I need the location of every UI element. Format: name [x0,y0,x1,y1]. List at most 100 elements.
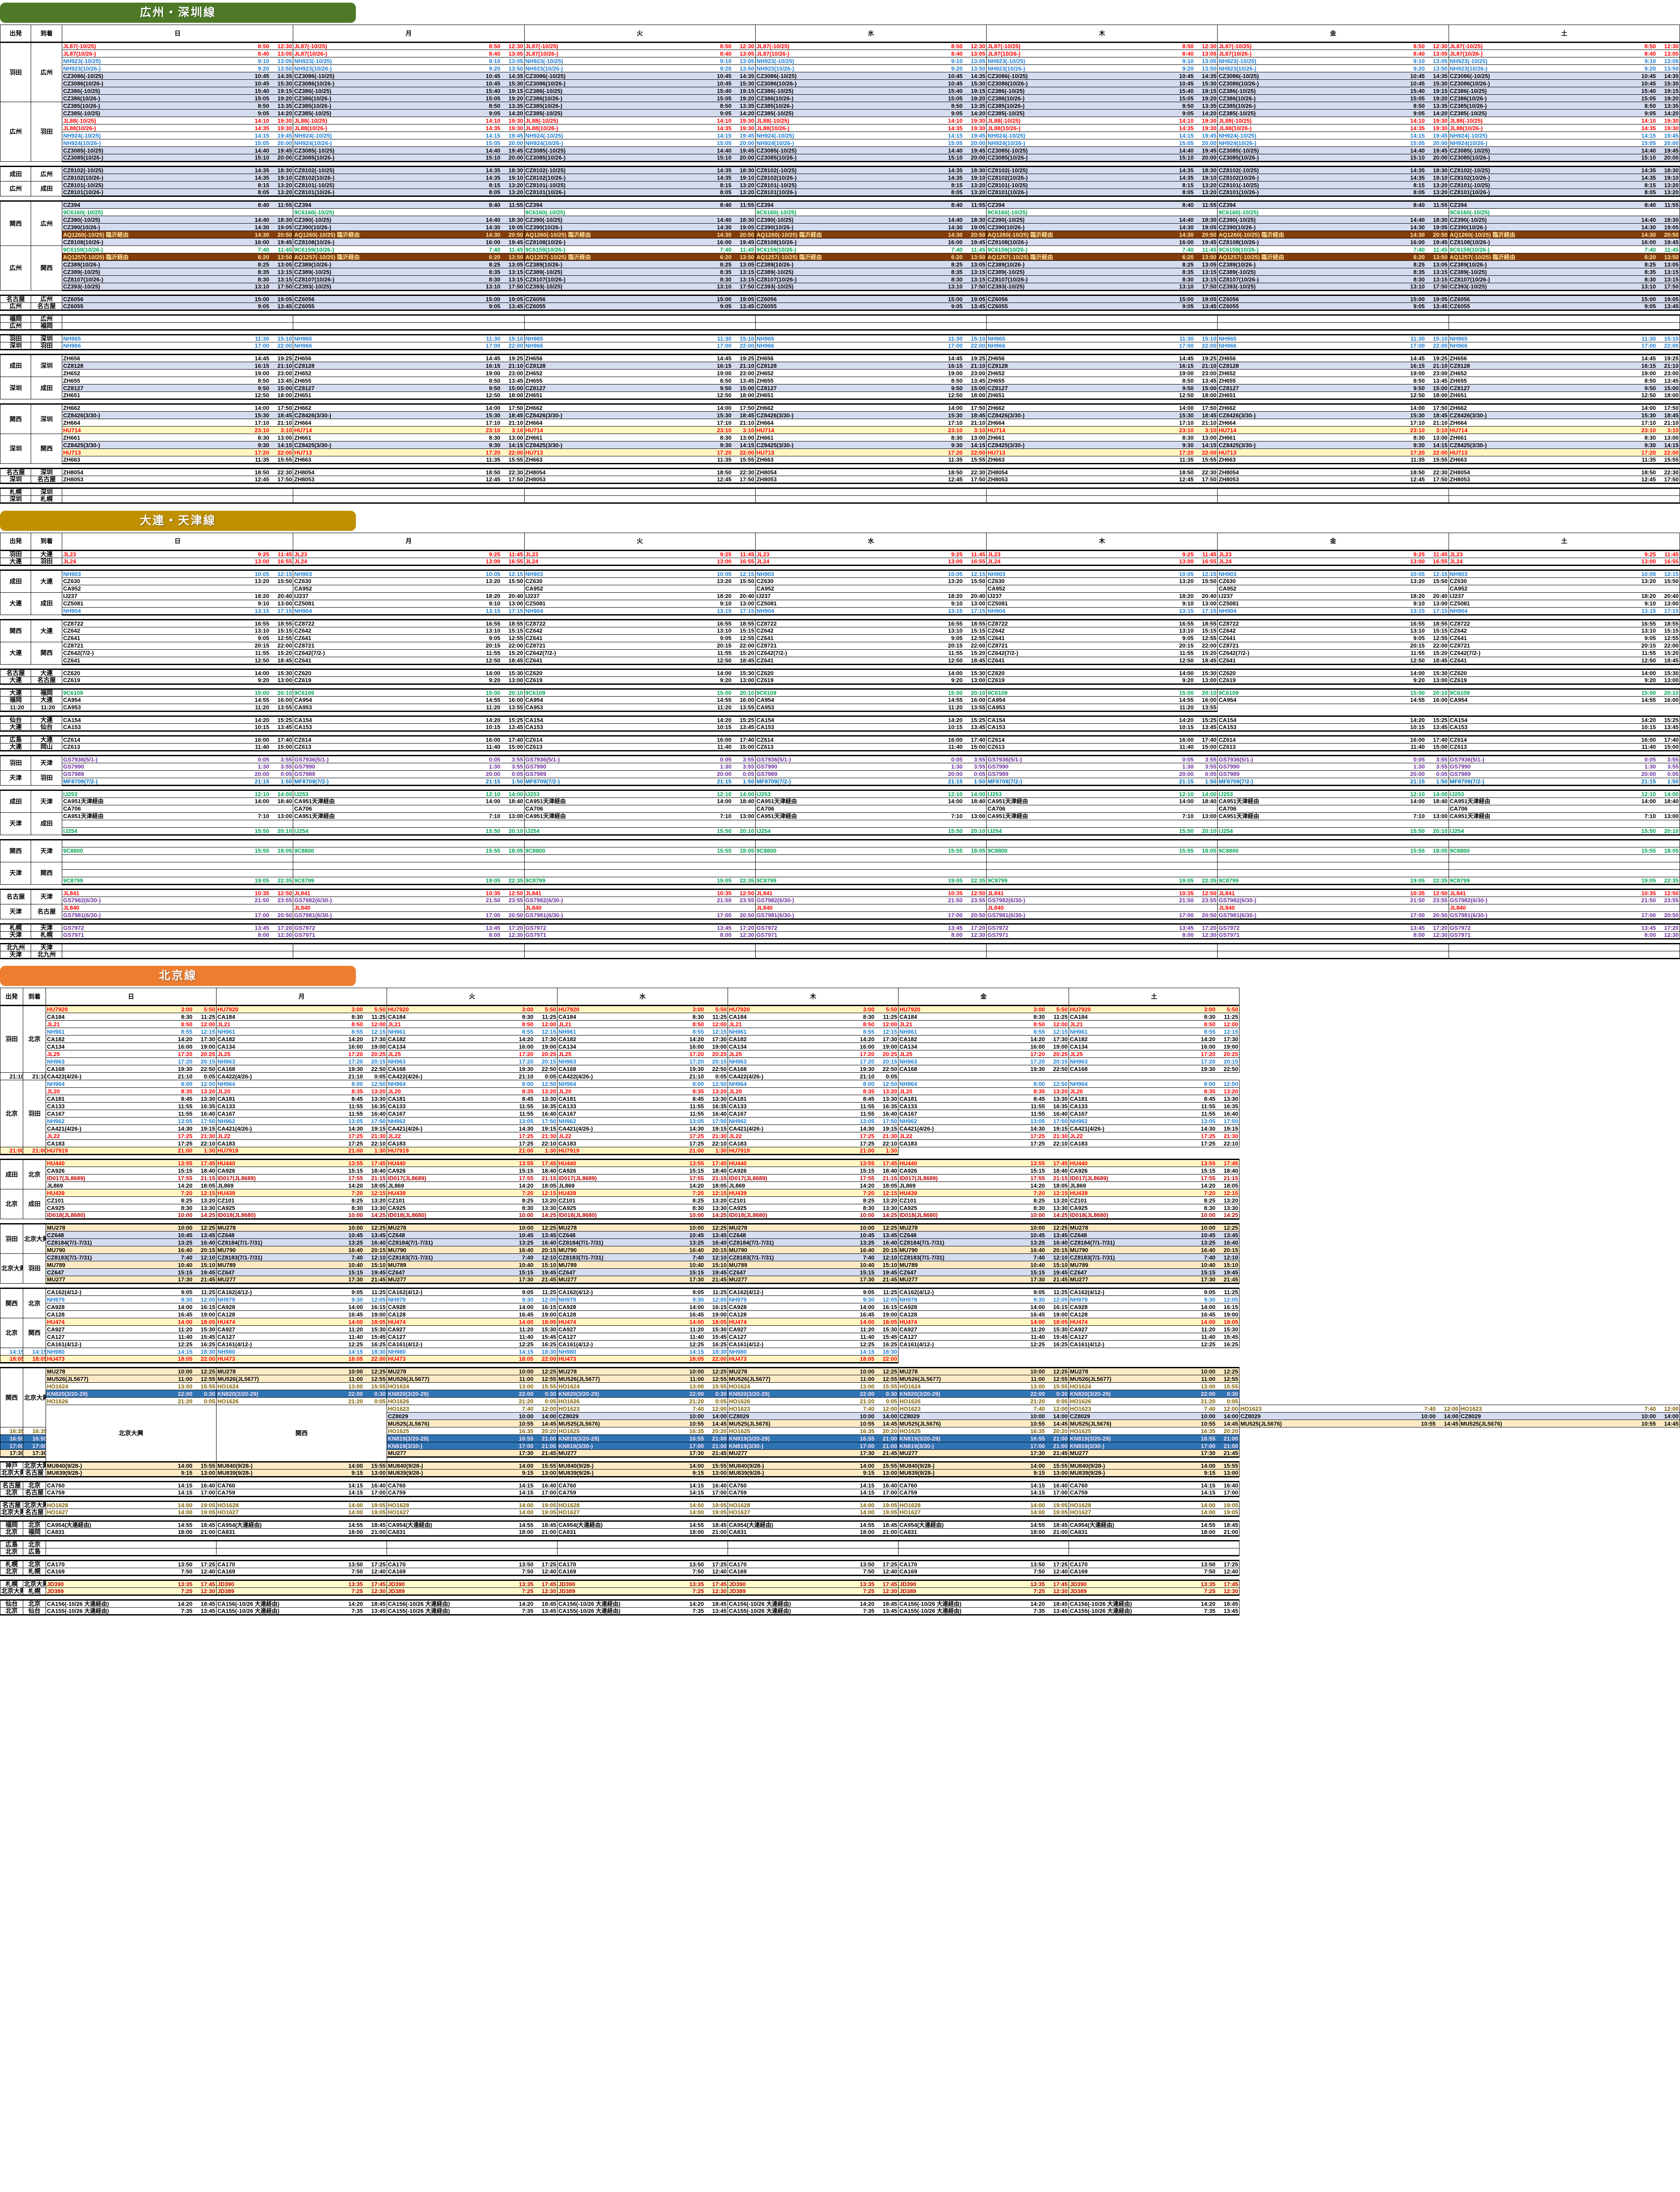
flight-cell[interactable]: CA168 19:30 22:50 [387,1065,558,1073]
flight-cell[interactable]: HO1624 13:00 15:55 [898,1382,1069,1390]
flight-cell[interactable]: JL25 17:20 20:25 [557,1050,728,1058]
flight-cell[interactable]: CA168 19:30 22:50 [898,1065,1069,1073]
flight-cell[interactable]: AQ1260(-10/25) 臨沂経由 14:30 20:50 [524,231,756,238]
flight-cell[interactable] [1217,854,1449,862]
flight-cell[interactable]: JL21 8:50 12:00 [387,1020,558,1028]
flight-cell[interactable]: JL869 14:20 18:05 [898,1181,1069,1189]
flight-cell[interactable]: JL87(-10/25) 8:50 12:30 [755,42,987,50]
flight-cell[interactable]: CA759 14:15 17:00 [216,1489,387,1497]
flight-cell[interactable]: CZ8128 16:15 21:10 [524,362,756,370]
flight-cell[interactable]: ZH8054 18:50 22:30 [1217,468,1449,476]
flight-cell[interactable]: IJ253 12:10 14:00 [1448,789,1680,798]
flight-cell[interactable] [755,819,987,828]
flight-cell[interactable]: MU790 16:40 20:15 [46,1246,217,1254]
flight-cell[interactable]: NH924(-10/25) 14:15 19:45 [61,132,294,139]
flight-cell[interactable]: CZ641 12:50 18:45 [61,656,294,665]
flight-cell[interactable]: MU526(JL5677) 11:00 12:55 [387,1375,558,1383]
flight-cell[interactable]: HU440 13:55 17:45 [1069,1159,1240,1167]
flight-cell[interactable]: CZ385(10/26-) 8:50 13:35 [61,102,294,110]
flight-cell[interactable]: CA927 11:20 15:30 [898,1325,1069,1333]
flight-cell[interactable]: CZ8102(-10/25) 14:35 18:30 [293,166,525,174]
flight-cell[interactable]: CA134 16:00 19:00 [898,1043,1069,1050]
flight-cell[interactable]: NH903 10:05 12:15 [755,569,987,578]
flight-cell[interactable]: CZ393(-10/25) 13:10 17:50 [986,283,1218,291]
flight-cell[interactable]: CA181 8:45 13:30 [898,1095,1069,1103]
flight-cell[interactable]: CA134 16:00 19:00 [728,1043,899,1050]
flight-cell[interactable] [1217,322,1449,331]
flight-cell[interactable]: GS7981(6/30-) 17:00 20:50 [1448,911,1680,920]
flight-cell[interactable]: CA162(4/12-) 9:05 11:25 [898,1288,1069,1296]
flight-cell[interactable]: HU439 7:20 12:15 [46,1189,217,1197]
flight-cell[interactable]: CA421(4/26-) 14:30 19:15 [557,1124,728,1132]
flight-cell[interactable]: CZ8029 10:00 14:00 [1239,1412,1460,1420]
flight-cell[interactable]: CA153 10:15 13:45 [1448,723,1680,732]
flight-cell[interactable] [986,819,1218,828]
flight-cell[interactable]: CZ385(-10/25) 9:05 14:20 [986,109,1218,117]
flight-cell[interactable]: CA154 14:20 15:25 [1448,715,1680,724]
flight-cell[interactable]: NH979 9:30 12:05 [216,1295,387,1303]
flight-cell[interactable]: CZ389(10/26-) 8:25 13:05 [524,260,756,268]
flight-cell[interactable]: ZH8054 18:50 22:30 [524,468,756,476]
flight-cell[interactable] [524,861,756,870]
flight-cell[interactable]: HU439 7:20 12:15 [216,1189,387,1197]
flight-cell[interactable]: CA928 14:00 16:15 [728,1303,899,1311]
flight-cell[interactable]: CZ642(7/2-) 11:55 15:20 [293,649,525,657]
flight-cell[interactable]: CZ630 13:20 15:50 [755,577,987,585]
flight-cell[interactable]: ZH662 14:00 17:50 [755,403,987,412]
flight-cell[interactable]: ID018(JL8680) 10:00 14:25 [728,1211,899,1220]
flight-cell[interactable]: CA128 16:45 19:00 [898,1310,1069,1318]
flight-cell[interactable]: JL21 8:50 12:00 [898,1020,1069,1028]
flight-cell[interactable]: NH979 9:30 12:05 [1069,1295,1240,1303]
flight-cell[interactable]: AQ1260(-10/25) 臨沂経由 14:30 20:50 [293,231,525,238]
flight-cell[interactable]: NH924(-10/25) 14:15 19:45 [755,132,987,139]
flight-cell[interactable] [61,943,294,951]
flight-cell[interactable]: HO1624 13:00 15:55 [1069,1382,1240,1390]
flight-cell[interactable]: NH963 17:20 20:15 [46,1057,217,1065]
flight-cell[interactable]: JL87(10/26-) 8:40 13:05 [986,50,1218,57]
flight-cell[interactable]: CA759 14:15 17:00 [898,1489,1069,1497]
flight-cell[interactable]: CA181 8:45 13:30 [387,1095,558,1103]
flight-cell[interactable]: GS7971 8:00 12:30 [1217,931,1449,939]
flight-cell[interactable]: CA182 14:20 17:30 [728,1035,899,1043]
flight-cell[interactable]: CZ648 10:45 13:45 [216,1231,387,1239]
flight-cell[interactable]: CZ3086(-10/25) 10:45 14:35 [755,72,987,80]
flight-cell[interactable] [293,869,525,877]
flight-cell[interactable]: HU713 17:20 22:00 [524,448,756,456]
flight-cell[interactable]: GS7982(6/30-) 21:50 23:55 [1448,896,1680,904]
flight-cell[interactable]: CZ385(-10/25) 9:05 14:20 [293,109,525,117]
flight-cell[interactable]: CZ8721 20:15 22:00 [524,641,756,650]
flight-cell[interactable]: CA952 [1217,584,1449,593]
flight-cell[interactable]: CZ8183(7/1-7/31) 7:40 12:10 [216,1253,387,1261]
flight-cell[interactable]: GS7971 8:00 12:30 [986,931,1218,939]
flight-cell[interactable]: CZ8102(10/26-) 14:35 19:10 [986,174,1218,181]
flight-cell[interactable]: CZ389(10/26-) 8:25 13:05 [1217,260,1449,268]
flight-cell[interactable]: NH904 13:15 17:15 [1448,607,1680,616]
flight-cell[interactable]: ZH663 11:35 15:55 [61,456,294,464]
flight-cell[interactable]: KN820(3/20-29) 22:00 0:30 [557,1390,728,1398]
flight-cell[interactable]: CA184 8:30 11:25 [46,1013,217,1021]
flight-cell[interactable]: CZ390(10/26-) 14:30 19:05 [293,223,525,231]
flight-cell[interactable]: CA167 11:55 16:40 [387,1110,558,1117]
flight-cell[interactable]: CA161(4/12-) 12:25 16:25 [898,1340,1069,1348]
flight-cell[interactable]: ZH664 17:10 21:10 [986,419,1218,427]
flight-cell[interactable]: CZ386(-10/25) 15:40 19:15 [293,87,525,95]
flight-cell[interactable]: AQ1257(-10/25) 臨沂経由 6:20 13:50 [986,253,1218,261]
flight-cell[interactable]: CA759 14:15 17:00 [1069,1489,1240,1497]
flight-cell[interactable]: CZ8127 9:50 15:00 [1448,384,1680,392]
flight-cell[interactable]: GS7990 1:30 3:55 [986,762,1218,771]
flight-cell[interactable]: ZH655 8:50 13:45 [61,377,294,384]
flight-cell[interactable]: NH923(10/26-) 9:20 13:50 [1217,64,1449,72]
flight-cell[interactable]: MF8709(7/2-) 21:15 1:50 [986,777,1218,786]
flight-cell[interactable] [61,488,294,496]
flight-cell[interactable]: NH965 11:30 15:10 [61,334,294,342]
flight-cell[interactable]: NH963 17:20 20:15 [728,1057,899,1065]
flight-cell[interactable]: JL840 [1217,904,1449,912]
flight-cell[interactable]: NH966 17:00 22:00 [293,342,525,350]
flight-cell[interactable]: 9C6160(-10/25) [1217,208,1449,216]
flight-cell[interactable]: CA951天津経由 14:00 18:40 [1217,797,1449,805]
flight-cell[interactable]: CA951天津経由 14:00 18:40 [61,797,294,805]
